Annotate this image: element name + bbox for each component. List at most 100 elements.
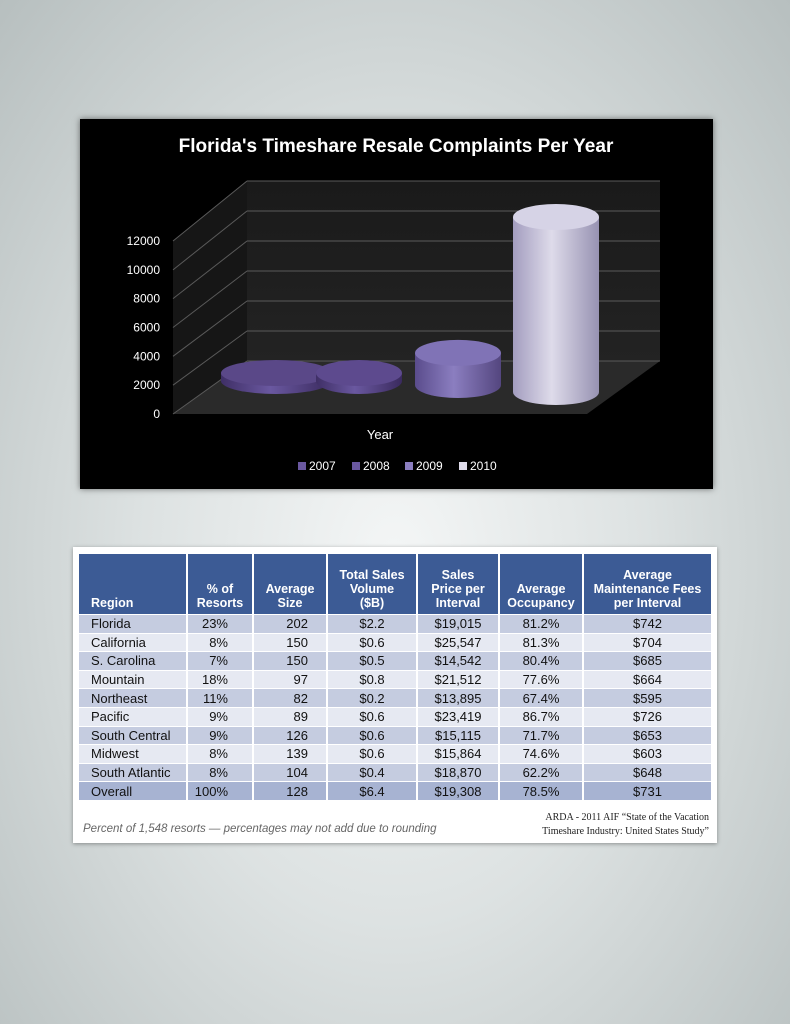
table-cell: 18% xyxy=(186,669,253,689)
table-row: Midwest 8% 139 $0.6 $15,864 74.6% $603 xyxy=(79,744,711,764)
column-header: Average Maintenance Fees per Interval xyxy=(582,554,711,615)
table-cell: 97 xyxy=(252,669,327,689)
grid-line-side xyxy=(172,330,248,386)
table-cell: $742 xyxy=(582,614,711,634)
table-cell: 82 xyxy=(252,688,327,708)
table-cell: 8% xyxy=(186,632,253,652)
table-cell: $6.4 xyxy=(326,781,417,800)
bar-top xyxy=(221,360,331,386)
table-row: Pacific 9% 89 $0.6 $23,419 86.7% $726 xyxy=(79,706,711,727)
table-row: California 8% 150 $0.6 $25,547 81.3% $704 xyxy=(79,632,711,652)
y-tick-label: 12000 xyxy=(127,234,161,248)
table-cell: $21,512 xyxy=(416,669,499,689)
table-cell: 202 xyxy=(252,614,327,634)
table-cell: 150 xyxy=(252,651,327,671)
table-cell: $23,419 xyxy=(416,706,499,727)
table-cell: Northeast xyxy=(79,688,187,708)
chart-panel: Florida's Timeshare Resale Complaints Pe… xyxy=(80,119,713,489)
table-row: Northeast 11% 82 $0.2 $13,895 67.4% $595 xyxy=(79,688,711,708)
table-cell: $18,870 xyxy=(416,762,499,782)
column-header: Total Sales Volume ($B) xyxy=(326,554,417,615)
table-cell: 89 xyxy=(252,706,327,727)
table-row: South Atlantic 8% 104 $0.4 $18,870 62.2% $648 xyxy=(79,762,711,782)
table-cell: S. Carolina xyxy=(79,651,187,671)
legend-swatch xyxy=(459,462,467,470)
table-cell: $13,895 xyxy=(416,688,499,708)
legend-label: 2009 xyxy=(416,459,443,473)
table-cell: 23% xyxy=(186,614,253,634)
table-cell: 81.3% xyxy=(498,632,583,652)
table-row: Overall 100% 128 $6.4 $19,308 78.5% $731 xyxy=(79,781,711,800)
grid-line-side xyxy=(172,180,248,242)
table-cell: $0.6 xyxy=(326,706,417,727)
column-header: Average Size xyxy=(252,554,327,615)
table-cell: $0.6 xyxy=(326,632,417,652)
table-cell: 86.7% xyxy=(498,706,583,727)
source-line-1: ARDA - 2011 AIF “State of the Vacation xyxy=(545,812,709,823)
table-cell: 80.4% xyxy=(498,651,583,671)
legend-label: 2007 xyxy=(309,459,336,473)
bar-body xyxy=(513,217,599,405)
legend-swatch xyxy=(298,462,306,470)
resort-data-table: Region% of Resorts Average Size Total Sales V… xyxy=(79,554,711,800)
table-row: Mountain 18% 97 $0.8 $21,512 77.6% $664 xyxy=(79,669,711,689)
table-row: South Central 9% 126 $0.6 $15,115 71.7% $653 xyxy=(79,725,711,745)
legend-label: 2008 xyxy=(363,459,390,473)
legend-item-2010: 2010 xyxy=(459,459,497,473)
y-tick-label: 0 xyxy=(153,407,160,421)
table-cell: 74.6% xyxy=(498,744,583,764)
grid-line-side xyxy=(172,240,248,300)
table-card: Region% of Resorts Average Size Total Sales V… xyxy=(73,547,717,843)
table-cell: Pacific xyxy=(79,706,187,727)
table-cell: $595 xyxy=(582,688,711,708)
table-body: Florida 23% 202 $2.2 $19,015 81.2% $742 Califor… xyxy=(79,614,711,800)
table-cell: $19,308 xyxy=(416,781,499,800)
column-header: Sales Price per Interval xyxy=(416,554,499,615)
table-cell: $648 xyxy=(582,762,711,782)
column-header: % of Resorts xyxy=(186,554,253,615)
y-tick-label: 2000 xyxy=(133,378,160,392)
x-axis-label: Year xyxy=(367,427,394,442)
table-cell: $0.6 xyxy=(326,744,417,764)
table-cell: 9% xyxy=(186,706,253,727)
table-cell: $15,864 xyxy=(416,744,499,764)
bar-2008 xyxy=(316,360,402,394)
bar-2009 xyxy=(415,339,501,398)
table-cell: 62.2% xyxy=(498,762,583,782)
table-cell: 78.5% xyxy=(498,781,583,800)
y-tick-label: 6000 xyxy=(133,321,160,335)
column-header: Average Occupancy xyxy=(498,554,583,615)
bar-top xyxy=(415,339,501,366)
table-cell: Mountain xyxy=(79,669,187,689)
table-cell: $664 xyxy=(582,669,711,689)
grid-line-side xyxy=(172,210,248,271)
table-cell: $19,015 xyxy=(416,614,499,634)
table-cell: Midwest xyxy=(79,744,187,764)
table-cell: $603 xyxy=(582,744,711,764)
table-cell: $726 xyxy=(582,706,711,727)
side-wall xyxy=(173,181,247,414)
y-tick-label: 8000 xyxy=(133,292,160,306)
legend-item-2009: 2009 xyxy=(405,459,443,473)
y-axis-ticks: 0 2000 4000 6000 8000 10000 12000 xyxy=(127,234,161,421)
table-cell: $25,547 xyxy=(416,632,499,652)
table-cell: 8% xyxy=(186,762,253,782)
table-cell: 128 xyxy=(252,781,327,800)
table-cell: $653 xyxy=(582,725,711,745)
table-cell: $0.6 xyxy=(326,725,417,745)
y-tick-label: 10000 xyxy=(127,263,161,277)
table-row: S. Carolina 7% 150 $0.5 $14,542 80.4% $685 xyxy=(79,651,711,671)
table-cell: Overall xyxy=(79,781,187,800)
table-cell: California xyxy=(79,632,187,652)
table-cell: $0.2 xyxy=(326,688,417,708)
legend-item-2007: 2007 xyxy=(298,459,336,473)
bar-series xyxy=(221,204,599,405)
table-cell: $0.5 xyxy=(326,651,417,671)
chart-svg: Florida's Timeshare Resale Complaints Pe… xyxy=(127,136,660,473)
y-tick-label: 4000 xyxy=(133,349,160,363)
bar-top xyxy=(316,360,402,386)
table-cell: 71.7% xyxy=(498,725,583,745)
table-cell: 104 xyxy=(252,762,327,782)
bar-2007 xyxy=(221,360,331,394)
table-row: Florida 23% 202 $2.2 $19,015 81.2% $742 xyxy=(79,614,711,634)
